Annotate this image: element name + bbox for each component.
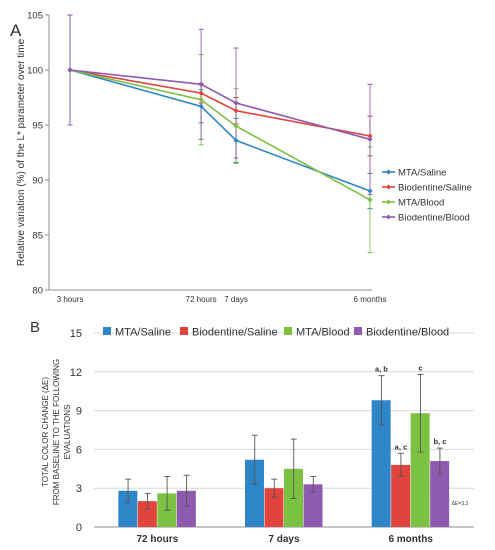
line-chart-legend-marker xyxy=(386,184,391,190)
line-chart-point xyxy=(233,123,239,129)
line-chart-legend-marker xyxy=(386,214,391,220)
line-chart-legend-marker xyxy=(386,169,391,175)
bar-chart-bar xyxy=(118,490,138,527)
line-chart-x-tick-label: 7 days xyxy=(224,295,248,304)
bar-chart-category-label: 72 hours xyxy=(136,534,178,545)
line-chart-legend-label: Biodentine/Saline xyxy=(398,183,472,194)
line-chart-series-line xyxy=(69,69,371,137)
line-chart-point xyxy=(367,133,373,139)
bar-chart-legend-swatch xyxy=(284,327,292,335)
line-chart-series-line xyxy=(69,69,371,201)
line-chart-x-tick-label: 3 hours xyxy=(57,295,84,304)
line-chart-point xyxy=(233,137,239,143)
line-chart-point xyxy=(367,136,373,142)
line-chart-point xyxy=(198,103,204,109)
bar-chart-legend-swatch xyxy=(180,327,188,335)
bar-chart-y-axis-label-line: TOTAL COLOR CHANGE (ΔE) xyxy=(41,377,50,487)
bar-chart-y-tick-label: 9 xyxy=(76,406,82,418)
line-chart-y-tick-label: 105 xyxy=(27,11,43,22)
bar-chart-bar xyxy=(303,484,323,527)
bar-chart-legend-swatch xyxy=(354,327,362,335)
bar-chart-category-label: 7 days xyxy=(268,534,300,545)
line-chart-point xyxy=(233,108,239,114)
line-chart-y-tick-label: 85 xyxy=(32,231,43,242)
line-chart-point xyxy=(198,81,204,87)
bar-chart-annotation: a, b xyxy=(375,365,388,374)
line-chart-series-line xyxy=(69,69,371,141)
line-chart-y-tick-label: 100 xyxy=(27,66,43,77)
line-chart-x-tick-label: 6 months xyxy=(354,295,387,304)
line-chart-series-line xyxy=(69,69,371,192)
bar-chart-category-label: 6 months xyxy=(388,534,433,545)
bar-chart-y-axis-label-line: EVALUATIONS xyxy=(63,405,72,460)
bar-chart-annotation: ΔE=3.3 xyxy=(452,501,469,507)
line-chart-legend-label: MTA/Blood xyxy=(398,198,444,209)
bar-chart-annotation: b, c xyxy=(433,437,446,446)
panel-label-a: A xyxy=(10,21,22,40)
bar-chart-y-tick-label: 12 xyxy=(70,367,82,379)
bar-chart-bar xyxy=(430,461,450,527)
line-chart-x-tick-label: 72 hours xyxy=(186,295,217,304)
line-chart-point xyxy=(233,100,239,106)
line-chart-point xyxy=(198,90,204,96)
bar-chart-legend-swatch xyxy=(103,327,111,335)
bar-chart-y-tick-label: 15 xyxy=(70,328,82,340)
bar-chart-panel: B TOTAL COLOR CHANGE (ΔE) FROM BASELINE T… xyxy=(30,319,474,545)
line-chart-y-tick-label: 90 xyxy=(32,176,43,187)
line-chart-panel: A Relative variation (%) of the L* param… xyxy=(10,11,472,305)
line-chart-legend-label: Biodentine/Blood xyxy=(398,213,470,224)
bar-chart-bar xyxy=(264,488,284,527)
bar-chart-bar xyxy=(137,501,157,527)
bar-chart-y-axis-label-line: FROM BASELINE TO THE FOLLOWING xyxy=(52,359,61,505)
bar-chart-annotation: a, c xyxy=(395,442,408,451)
line-chart-y-tick-label: 80 xyxy=(32,286,43,297)
line-chart-y-tick-label: 95 xyxy=(32,121,43,132)
line-chart-point xyxy=(67,67,73,73)
line-chart-point xyxy=(198,97,204,103)
bar-chart-bar xyxy=(391,464,411,527)
line-chart-legend-marker xyxy=(386,199,391,205)
line-chart-y-axis-label: Relative variation (%) of the L* paramet… xyxy=(16,38,27,266)
bar-chart-bar xyxy=(371,400,391,527)
bar-chart-legend-label: Biodentine/Saline xyxy=(192,327,278,339)
bar-chart-y-tick-label: 0 xyxy=(76,522,82,534)
line-chart-point xyxy=(367,197,373,203)
bar-chart-annotation: c xyxy=(418,363,422,372)
line-chart-legend-label: MTA/Saline xyxy=(398,168,446,179)
bar-chart-bar xyxy=(410,413,430,527)
bar-chart-bar xyxy=(176,490,196,527)
line-chart-point xyxy=(367,188,373,194)
bar-chart-legend-label: MTA/Blood xyxy=(296,327,350,339)
bar-chart-legend-label: Biodentine/Blood xyxy=(366,327,449,339)
bar-chart-bar xyxy=(245,459,264,527)
bar-chart-y-tick-label: 3 xyxy=(76,483,82,495)
panel-label-b: B xyxy=(30,319,40,336)
bar-chart-y-tick-label: 6 xyxy=(76,444,82,456)
bar-chart-legend-label: MTA/Saline xyxy=(115,327,171,339)
